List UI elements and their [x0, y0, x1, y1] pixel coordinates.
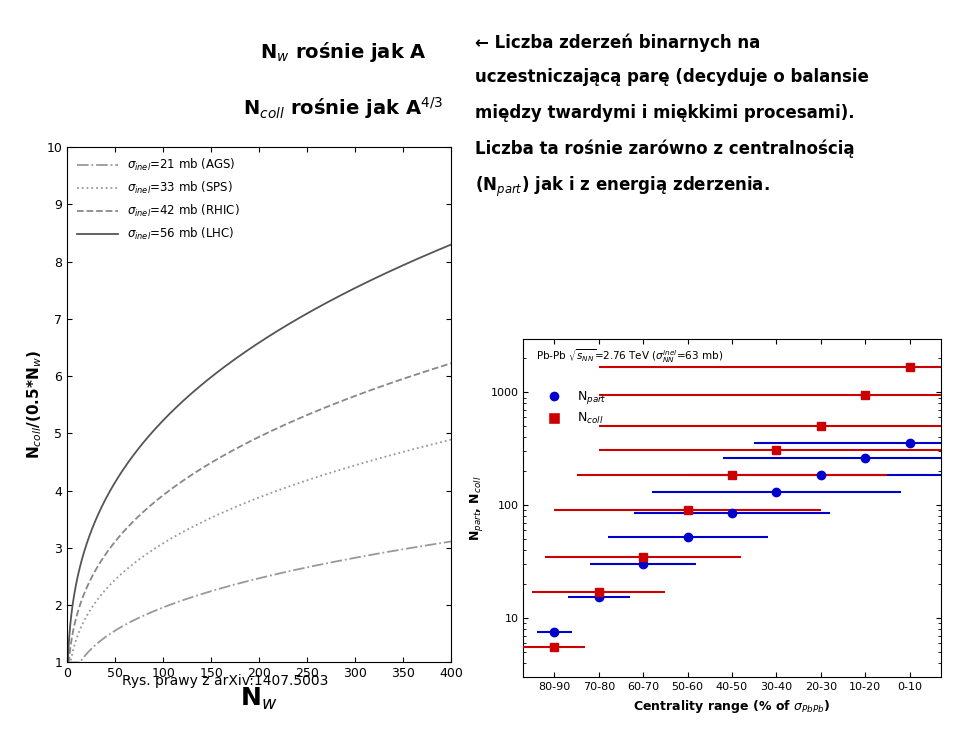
- Legend: $\sigma_{inel}$=21 mb (AGS), $\sigma_{inel}$=33 mb (SPS), $\sigma_{inel}$=42 mb : $\sigma_{inel}$=21 mb (AGS), $\sigma_{in…: [73, 153, 244, 246]
- Y-axis label: N$_{coll}$/(0.5*N$_w$): N$_{coll}$/(0.5*N$_w$): [25, 350, 44, 459]
- Legend: N$_{part}$, N$_{coll}$: N$_{part}$, N$_{coll}$: [538, 386, 610, 430]
- Text: Liczba ta rośnie zarówno z centralnością: Liczba ta rośnie zarówno z centralnością: [475, 139, 854, 158]
- Text: ← Liczba zderzеń binarnych na: ← Liczba zderzеń binarnych na: [475, 33, 760, 52]
- X-axis label: Centrality range (% of $\sigma_{PbPb}$): Centrality range (% of $\sigma_{PbPb}$): [634, 698, 830, 715]
- Text: N$_w$ rośnie jak A: N$_w$ rośnie jak A: [260, 40, 426, 64]
- Text: N$_{coll}$ rośnie jak A$^{4/3}$: N$_{coll}$ rośnie jak A$^{4/3}$: [243, 95, 444, 121]
- Text: uczestniczającą parę (decyduje o balansie: uczestniczającą parę (decyduje o balansi…: [475, 68, 869, 86]
- X-axis label: N$_w$: N$_w$: [240, 686, 278, 712]
- Y-axis label: N$_{part}$, N$_{coll}$: N$_{part}$, N$_{coll}$: [468, 475, 485, 541]
- Text: Rys. prawy z arXiv:1407.5003: Rys. prawy z arXiv:1407.5003: [123, 674, 328, 688]
- Text: między twardymi i miękkimi procesami).: między twardymi i miękkimi procesami).: [475, 104, 854, 121]
- Text: Pb-Pb $\sqrt{s_{NN}}$=2.76 TeV ($\sigma^{inel}_{NN}$=63 mb): Pb-Pb $\sqrt{s_{NN}}$=2.76 TeV ($\sigma^…: [536, 347, 723, 365]
- Text: (N$_{part}$) jak i z energią zderzenia.: (N$_{part}$) jak i z energią zderzenia.: [475, 174, 770, 199]
